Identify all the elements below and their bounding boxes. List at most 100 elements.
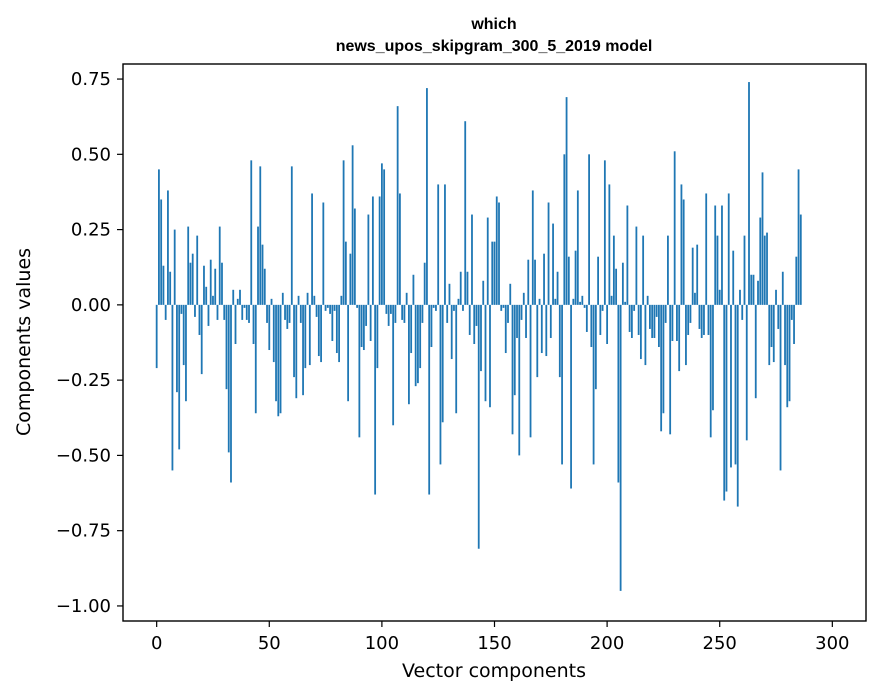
bar xyxy=(322,202,325,305)
bar xyxy=(788,304,791,402)
bar xyxy=(331,304,334,341)
bar xyxy=(286,304,289,329)
bar xyxy=(574,250,577,305)
bar xyxy=(223,304,226,320)
bar xyxy=(414,304,417,387)
bar xyxy=(507,304,509,323)
bar xyxy=(567,256,570,305)
bar xyxy=(335,304,338,354)
bar xyxy=(160,199,163,305)
bar xyxy=(732,250,735,305)
bar xyxy=(655,304,658,317)
bar xyxy=(754,304,757,399)
bar xyxy=(700,304,703,338)
y-tick-label: 0.00 xyxy=(71,295,111,316)
bar xyxy=(619,304,622,591)
bar xyxy=(714,205,717,305)
bar xyxy=(459,271,462,305)
bar xyxy=(685,304,687,366)
bar xyxy=(437,184,440,305)
bar xyxy=(426,88,428,305)
bar xyxy=(552,223,554,305)
bar xyxy=(221,262,223,305)
bar xyxy=(281,292,284,305)
y-tick-label: −0.75 xyxy=(56,521,111,542)
bar xyxy=(155,304,158,369)
bar xyxy=(209,259,212,305)
chart-title-line-1: which xyxy=(470,16,516,33)
y-tick-label: 0.50 xyxy=(71,144,111,165)
bar xyxy=(353,208,356,305)
bar xyxy=(254,304,257,414)
bar xyxy=(718,289,721,305)
bar xyxy=(547,202,550,305)
bar xyxy=(387,304,390,326)
bar xyxy=(763,235,766,305)
bar xyxy=(408,304,410,405)
bar xyxy=(696,244,699,305)
bar xyxy=(360,304,363,348)
bar xyxy=(315,304,318,317)
bar xyxy=(394,304,397,323)
bar xyxy=(227,304,230,453)
y-tick-label: 0.75 xyxy=(71,69,111,90)
bar xyxy=(167,190,169,305)
bar xyxy=(439,304,442,465)
bar xyxy=(777,304,780,329)
bar xyxy=(565,97,568,305)
bar xyxy=(218,226,221,305)
bar xyxy=(263,268,266,305)
bar xyxy=(525,304,527,338)
bar xyxy=(626,205,629,305)
bar xyxy=(628,304,631,332)
bar xyxy=(678,304,681,372)
bar xyxy=(597,256,599,305)
bar xyxy=(576,190,579,305)
bar xyxy=(518,304,521,456)
bar xyxy=(196,235,199,305)
bar xyxy=(766,232,768,305)
bar xyxy=(540,304,543,354)
bar xyxy=(178,304,181,450)
bar xyxy=(536,304,539,378)
x-tick-label: 250 xyxy=(703,633,737,654)
bar xyxy=(185,304,187,402)
bar xyxy=(482,280,485,305)
bar xyxy=(259,166,262,305)
bar xyxy=(342,160,345,305)
bar xyxy=(603,160,606,305)
bar xyxy=(658,304,660,348)
bar xyxy=(736,304,739,507)
bar xyxy=(239,289,241,305)
bar xyxy=(621,262,624,305)
bar xyxy=(371,196,374,305)
bar xyxy=(538,298,541,305)
bar xyxy=(563,154,566,305)
bar xyxy=(664,304,667,323)
bar xyxy=(252,304,255,344)
bar xyxy=(486,217,489,305)
bar xyxy=(570,304,572,489)
bar xyxy=(365,304,368,326)
bar xyxy=(750,274,753,305)
bar xyxy=(588,154,590,305)
bar xyxy=(784,304,786,366)
y-tick-label: −1.00 xyxy=(56,596,111,617)
bar xyxy=(741,304,744,320)
bar xyxy=(730,304,732,468)
bar xyxy=(248,304,250,323)
bar xyxy=(230,304,232,483)
bar xyxy=(279,304,282,414)
bar xyxy=(761,172,764,305)
bar xyxy=(653,304,656,338)
bar xyxy=(295,304,298,399)
bar xyxy=(725,304,728,492)
bar xyxy=(799,214,802,305)
bar xyxy=(241,304,244,320)
bar xyxy=(358,304,361,438)
bar xyxy=(727,193,730,305)
bar xyxy=(745,304,748,441)
bar xyxy=(412,274,415,305)
bar xyxy=(205,286,208,305)
bar xyxy=(590,304,593,348)
